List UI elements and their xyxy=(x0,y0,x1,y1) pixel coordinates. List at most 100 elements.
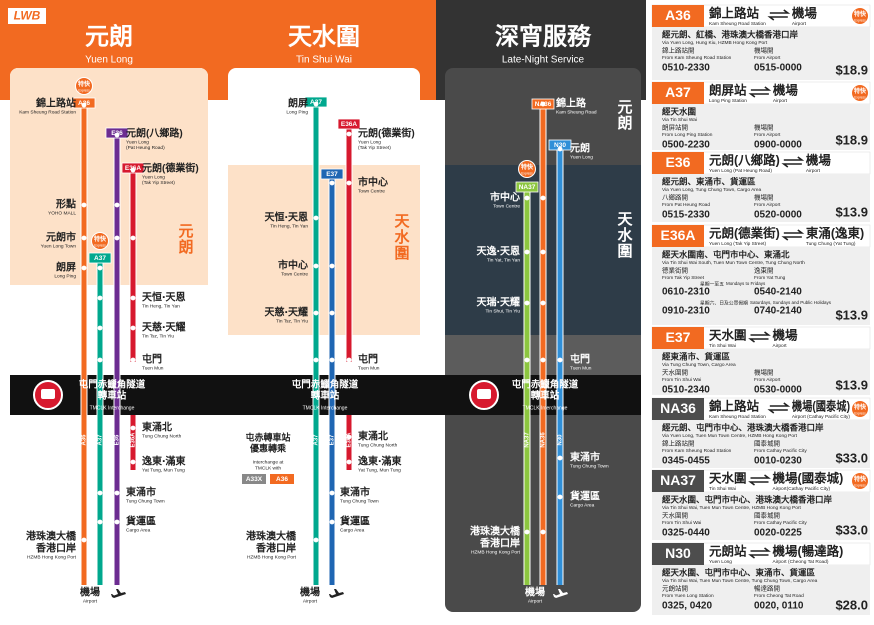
stop-name: 東涌北 xyxy=(142,421,172,434)
stop-name: 屯門 xyxy=(142,353,162,366)
express-badge xyxy=(851,472,869,490)
two-way-arrow xyxy=(767,9,791,21)
stop-name: 朗屏 xyxy=(56,261,76,274)
departure-from-en: From Kam Sheung Road Station xyxy=(662,55,732,61)
to-name-en: Airport xyxy=(773,98,788,104)
from-name: 錦上路站 xyxy=(708,398,760,413)
area-char: 天 xyxy=(617,211,633,228)
area-label: 天水圍 xyxy=(394,213,410,262)
stop-name: 天瑞‧天耀 xyxy=(477,296,520,309)
via-en: Via Tin Shui Wai xyxy=(662,117,697,123)
two-way-arrow xyxy=(748,547,771,559)
card-body xyxy=(652,174,870,222)
stop-dot xyxy=(540,300,546,306)
departure-from: 國泰城開 xyxy=(754,439,780,448)
stop-name-en: Yuen Long Town xyxy=(41,243,77,249)
service-hours: 0515-2330 xyxy=(662,210,710,221)
stop-name-en: HZMB Hong Kong Port xyxy=(247,554,297,560)
stop-name: 逸東‧滿東 xyxy=(358,455,401,468)
stop-dot xyxy=(329,263,335,269)
note-route-tag xyxy=(242,474,266,484)
stop-dot xyxy=(97,295,103,301)
to-name: 機場(暢達路) xyxy=(773,543,844,558)
service-hours: 0510-2340 xyxy=(662,385,710,396)
stop-dot xyxy=(114,490,120,496)
stop-dot xyxy=(329,490,335,496)
fare: $18.9 xyxy=(835,132,868,147)
stop-dot xyxy=(540,195,546,201)
route-tag xyxy=(337,118,361,130)
stop-dot xyxy=(524,195,530,201)
stop-dot xyxy=(524,300,530,306)
stop-name: 東涌市 xyxy=(340,486,370,499)
stop-name-en: Tin Tsz, Tin Yiu xyxy=(276,318,308,324)
airplane-icon xyxy=(329,589,344,598)
route-tag-label: NA37 xyxy=(519,184,536,191)
departure-from-en: From Kam Sheung Road Station xyxy=(662,448,732,454)
note-text: 優惠轉乘 xyxy=(249,442,287,453)
from-name-en: Yuen Long xyxy=(709,559,732,565)
stop-dot xyxy=(313,357,319,363)
express-label: Express xyxy=(78,88,90,92)
stop-name-en: Tin Yat, Tin Yan xyxy=(487,257,520,263)
area-char: 水 xyxy=(617,226,633,244)
airplane-icon xyxy=(553,589,568,598)
stop-name-en: Yat Tung, Mun Tung xyxy=(358,467,401,473)
card-body xyxy=(652,349,870,395)
from-name-en: Kam Sheung Road Station xyxy=(709,414,766,420)
service-hours: 0900-0000 xyxy=(754,140,802,151)
departure-from-en: From Pat Heung Road xyxy=(662,202,710,208)
via: 經元朗、紅橋、港珠澳大橋香港口岸 xyxy=(662,29,799,39)
to-name: 機場 xyxy=(773,82,799,97)
interchange-icon-bus xyxy=(41,389,55,399)
map-subtitle: Yuen Long xyxy=(85,55,133,66)
schedule-label-en: Mondays to Fridays xyxy=(726,281,766,286)
departure-from: 機場開 xyxy=(754,46,774,55)
from-name-en: Kam Sheung Road Station xyxy=(709,21,766,27)
stop-dot xyxy=(130,167,136,173)
from-name: 元朗站 xyxy=(709,543,747,558)
via-en: Via Tin Shui Wai South, Tuen Mun Town Ce… xyxy=(662,260,805,266)
stop-name-en: Tung Chung North xyxy=(358,442,398,448)
departure-from-en: From Yat Tung xyxy=(754,275,786,281)
stop-name: 元朗(德業街) xyxy=(142,162,199,175)
logo-box xyxy=(8,8,46,24)
interchange-icon-bus xyxy=(477,389,491,399)
route-box xyxy=(652,152,704,174)
stop-name-en: HZMB Hong Kong Port xyxy=(471,549,521,555)
stop-name-en: (Tak Yip Street) xyxy=(142,180,175,186)
stop-name: 市中心 xyxy=(278,259,308,272)
stop-name-en: Tung Chung Town xyxy=(126,498,165,504)
stop-dot xyxy=(130,325,136,331)
service-hours: 0500-2230 xyxy=(662,140,710,151)
stop-name-en: Tung Chung Town xyxy=(570,463,609,469)
stop-name: 東涌市 xyxy=(126,486,156,499)
via-en: Via Tin Shui Wai, Tuen Mun Town Centre, … xyxy=(662,578,818,584)
area-char: 圍 xyxy=(394,245,409,262)
express-label: Express xyxy=(854,95,866,99)
logo: LWB xyxy=(14,9,41,23)
route-line-label: E36A xyxy=(131,432,137,448)
to-name-en: Tung Chung (Yat Tung) xyxy=(806,241,856,247)
route-tag-label: A37 xyxy=(94,255,106,262)
stop-name-en: Airport xyxy=(303,598,318,604)
route-line-label: E36A xyxy=(347,432,353,448)
stop-name-en: Tuen Mun xyxy=(570,365,592,371)
service-hours: 0510-2330 xyxy=(662,63,710,74)
stop-dot xyxy=(346,180,352,186)
two-way-arrow xyxy=(781,229,805,241)
stop-name-en: Tin Shui, Tin Yiu xyxy=(486,308,521,314)
route-number: NA37 xyxy=(660,472,696,488)
stop-dot xyxy=(540,101,546,107)
via-en: Via Yuen Long, Tuen Mun Town Centre, HZM… xyxy=(662,433,798,439)
stop-dot xyxy=(313,310,319,316)
area-label: 天水圍 xyxy=(617,211,633,260)
express-label: 特快 xyxy=(854,87,867,95)
stop-dot xyxy=(114,235,120,241)
stop-name-en: Airport xyxy=(528,598,543,604)
note-text: 屯赤轉車站 xyxy=(245,431,290,442)
from-name: 錦上路站 xyxy=(708,5,760,20)
two-way-arrow xyxy=(781,156,805,168)
stop-name-en: Tung Chung North xyxy=(142,433,182,439)
from-name: 元朗(德業街) xyxy=(709,225,780,240)
